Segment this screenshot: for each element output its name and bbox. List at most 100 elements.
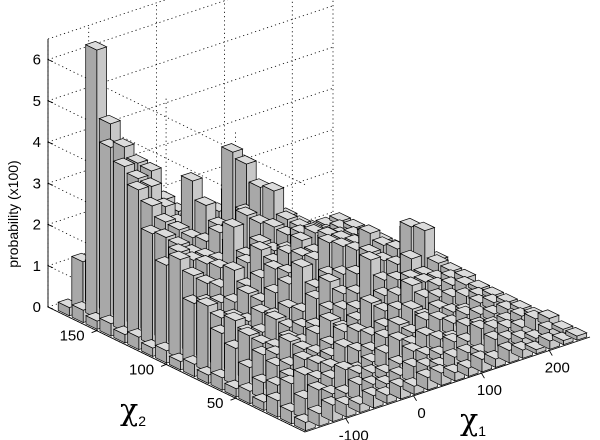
bar-top-face [359,294,383,304]
x-tick-mark [345,418,350,424]
bar-top-face [278,332,302,343]
z-tick-label: 0 [33,299,41,316]
bar-top-face [318,311,342,322]
z-tick-label: 5 [33,93,41,110]
bar-top-face [358,224,381,234]
bar-top-face [387,316,410,326]
z-tick-label: 2 [33,217,41,234]
bar-top-face [537,309,560,319]
bar-top-face [248,233,272,244]
bar-top-face [275,210,299,220]
bar-top-face [342,218,366,229]
bar-left-face [127,183,139,339]
y-tick-label: 100 [129,361,154,378]
bar-left-face [182,297,195,366]
bar-top-face [112,138,135,148]
bar-top-face [167,243,191,253]
bar-top-face [495,293,519,303]
bar [564,327,589,341]
z-tick-mark [47,100,54,104]
bar-top-face [139,177,163,187]
bar-left-face [196,300,209,373]
bar-top-face [262,218,285,228]
bar-top-face [412,221,436,232]
bar-top-face [400,300,424,310]
bar-left-face [85,44,98,319]
x-axis-symbol: χ [460,403,478,438]
bar-top-face [222,261,246,271]
bar-top-face [358,251,382,261]
bar-top-face [112,157,136,167]
bar-top-face [181,266,205,277]
grid-edge [47,0,167,40]
bar-top-face [467,279,491,290]
labels-layer: probability (x100) χ1 χ2 [5,160,486,439]
bar-top-face [426,254,450,264]
z-tick-label: 6 [33,52,41,69]
bar-top-face [564,327,588,337]
bar-top-face [125,154,149,164]
bar-left-face [99,141,112,326]
y-tick-mark [230,397,236,401]
bar-top-face [234,206,258,216]
x-tick-label: -100 [339,427,369,440]
y-tick-label: 50 [207,395,224,412]
x-axis-title: χ1 [460,403,486,439]
x-tick-label: 200 [545,360,570,377]
bar-left-face [224,342,237,387]
z-tick-mark [47,182,54,186]
bar-top-face [481,286,505,296]
bar [550,331,575,346]
x-tick-mark [413,395,417,402]
bar-top-face [167,236,191,246]
x-axis-subscript: 1 [478,423,486,439]
z-tick-label: 3 [33,175,41,192]
bar-top-face [234,155,258,165]
bar-top-face [193,196,217,206]
y-tick-label: 150 [60,328,85,345]
y-tick-mark [91,330,97,334]
bar-top-face [98,114,122,125]
bar-top-face [223,311,247,322]
bar-left-face [113,160,125,333]
bar [428,364,453,387]
bar-top-face [221,218,245,228]
bar-top-face [220,143,244,153]
y-axis-title: χ2 [120,393,146,429]
bar-top-face [400,276,423,286]
bar-top-face [550,320,574,330]
z-tick-mark [47,224,54,227]
bar-top-face [524,340,547,351]
bar-top-face [236,284,260,295]
bars-layer [56,41,589,432]
y-axis-subscript: 2 [138,413,146,429]
bar-left-face [140,227,153,346]
z-axis-label: probability (x100) [5,160,21,267]
bar-top-face [168,250,191,260]
bar-top-face [439,262,463,272]
bar-top-face [153,228,177,238]
y-tick-mark [160,364,167,367]
bar-top-face [84,41,108,51]
bar-top-face [126,169,149,179]
bar-top-face [249,241,272,251]
x-tick-mark [548,350,553,356]
bar-top-face [453,268,477,279]
bar-top-face [399,249,423,260]
z-tick-mark [47,141,54,145]
bar-top-face [195,297,219,307]
y-axis-line [47,306,306,433]
axes-layer: 0 1 2 3 4 5 6 50 100 150 -100 0 100 200 [33,39,591,440]
y-axis-symbol: χ [120,393,138,428]
x-tick-label: 100 [477,382,502,399]
bar-top-face [139,196,163,207]
bar-top-face [139,162,163,172]
bar-top-face [264,310,287,320]
x-axis-line [304,336,591,433]
bar-top-face [318,272,341,283]
bar-top-face [289,231,313,241]
z-tick-mark [47,265,54,269]
bar-left-face [168,253,181,360]
bar-top-face [328,212,352,222]
